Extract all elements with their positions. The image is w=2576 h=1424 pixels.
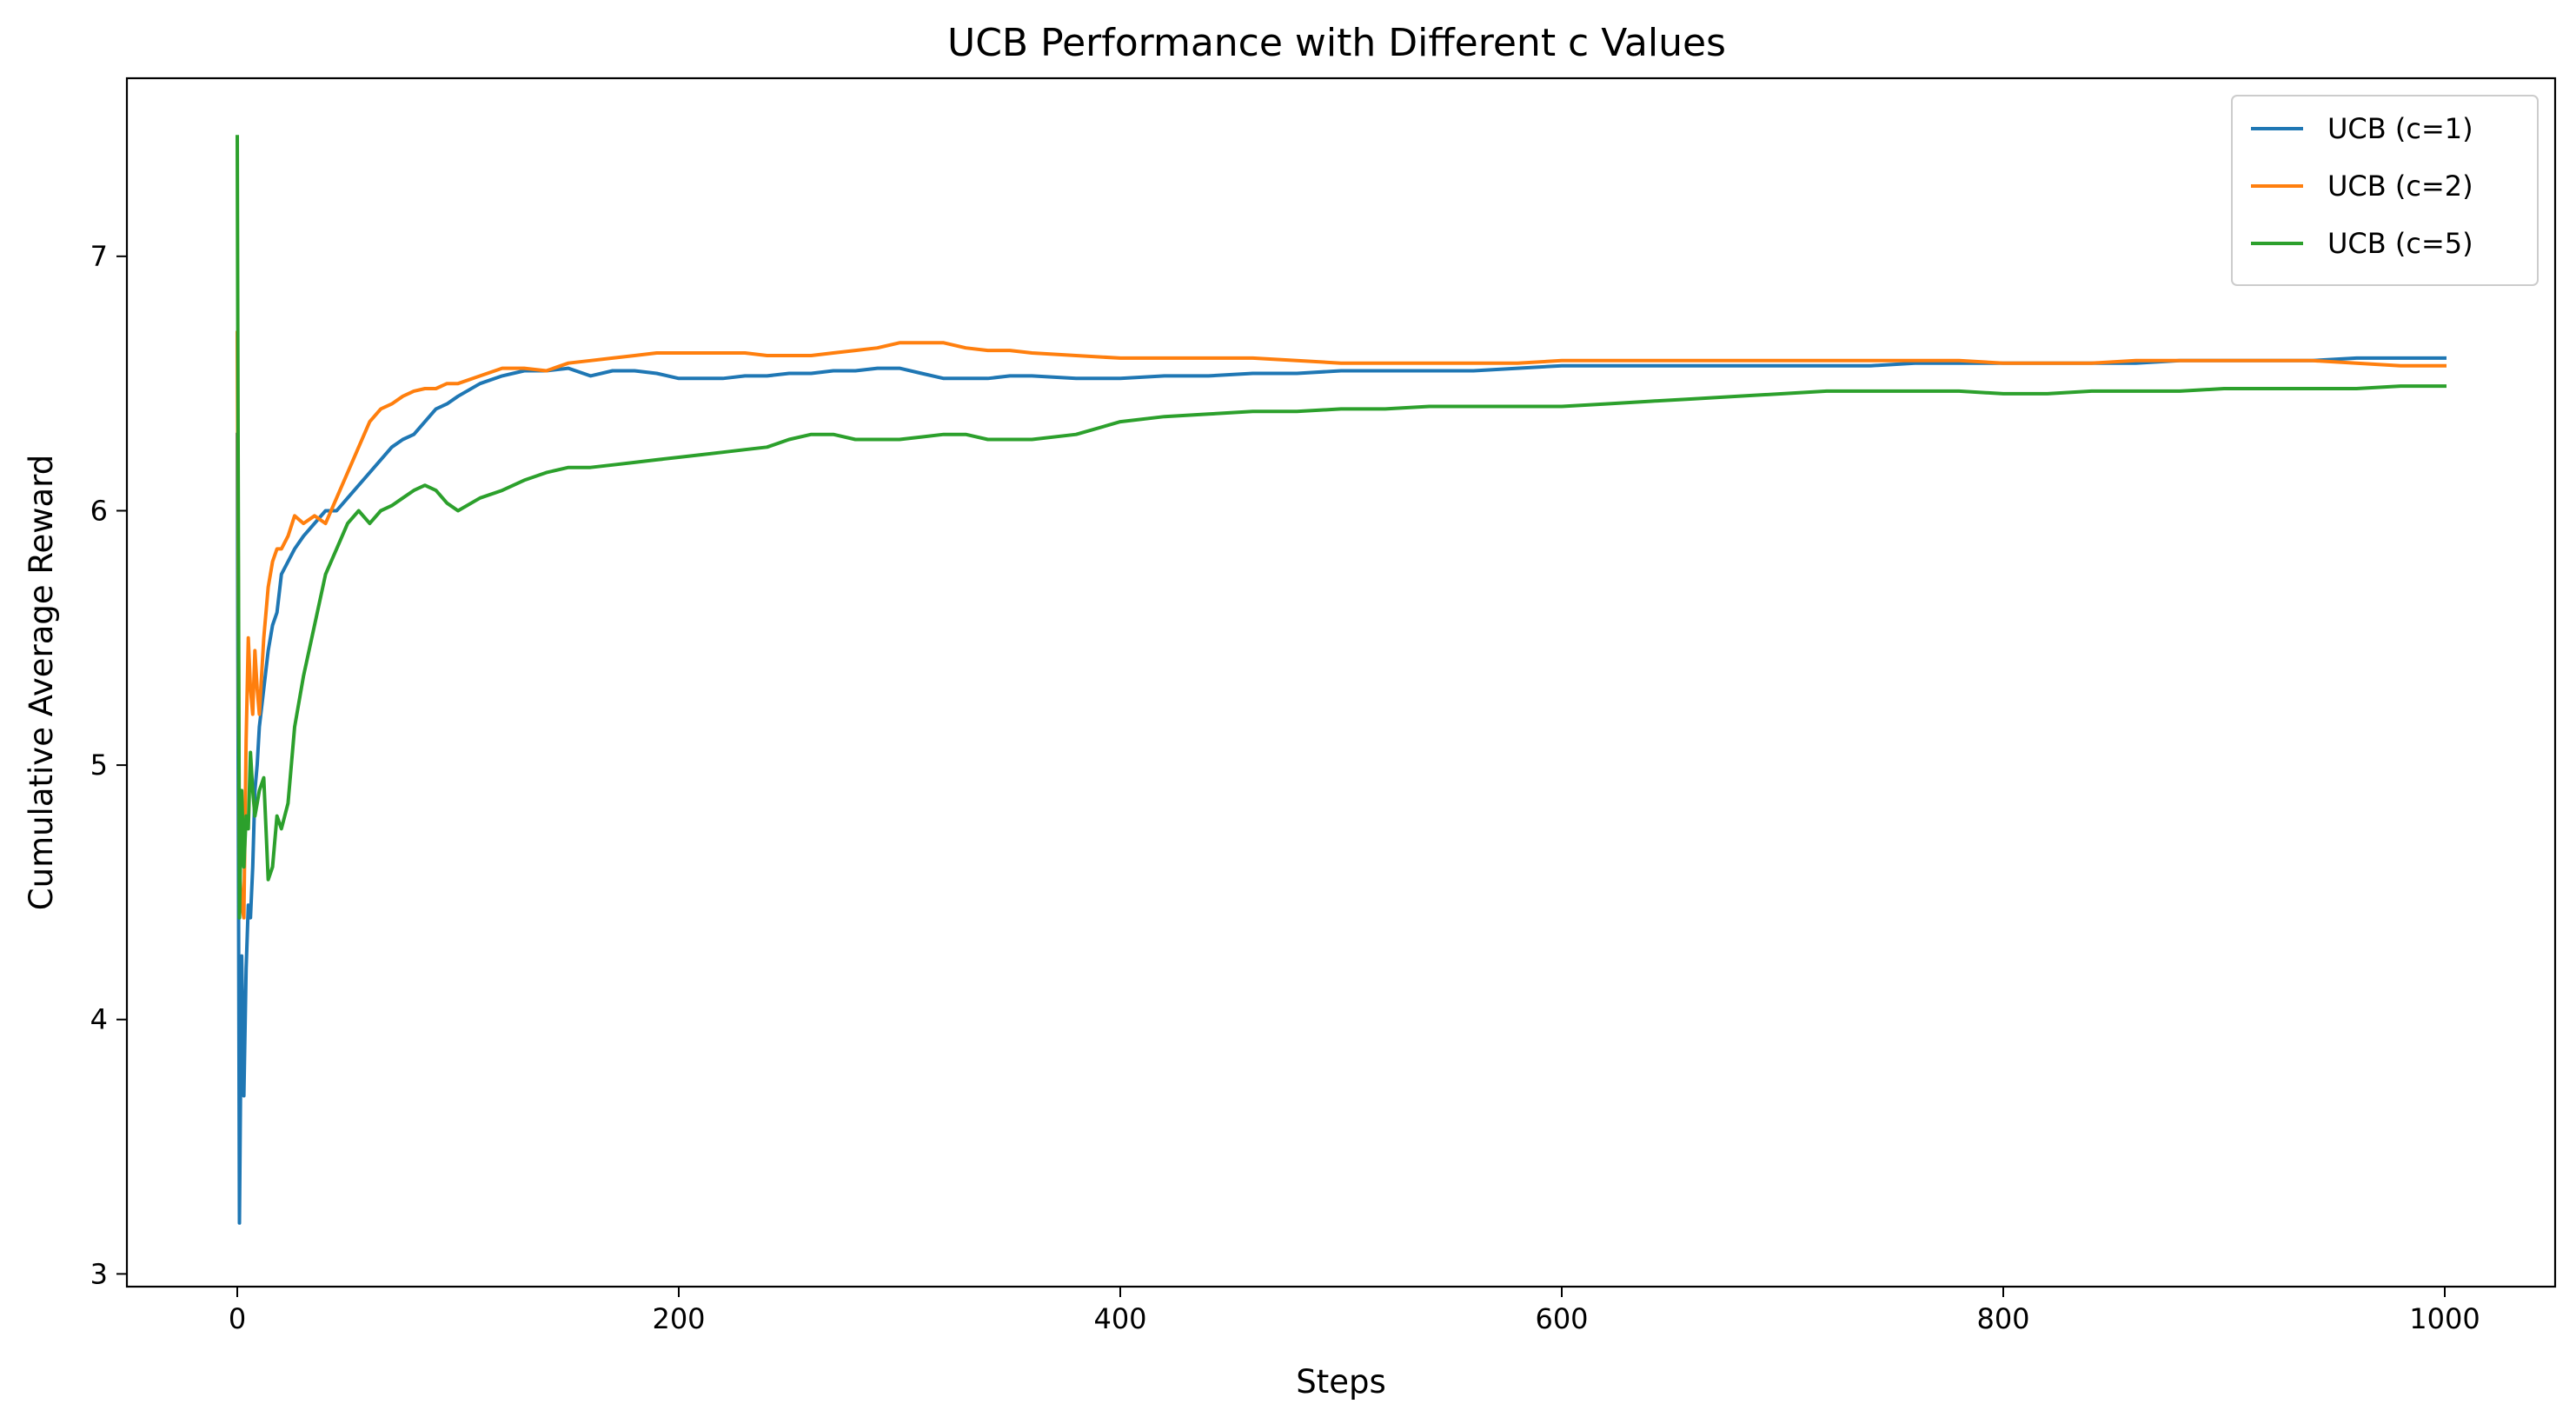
- series-line-c5: [235, 135, 2447, 920]
- x-tick-label: 600: [1535, 1302, 1588, 1335]
- x-tick-label: 800: [1976, 1302, 2029, 1335]
- legend-box: [2231, 95, 2539, 286]
- x-tick-label: 200: [652, 1302, 705, 1335]
- y-tick-label: 6: [90, 494, 108, 527]
- axes: [125, 77, 2557, 1288]
- x-tick-label: 400: [1093, 1302, 1146, 1335]
- legend-entry-label: UCB (c=1): [2327, 112, 2473, 145]
- y-tick-label: 5: [90, 749, 108, 782]
- x-tick-label: 0: [229, 1302, 246, 1335]
- y-tick-label: 7: [90, 240, 108, 273]
- plot-frame: [125, 77, 2557, 1288]
- legend-entry-label: UCB (c=5): [2327, 227, 2473, 260]
- chart-title: UCB Performance with Different c Values: [947, 21, 1726, 65]
- series-line-c1: [235, 356, 2447, 1225]
- plot-area: [235, 135, 2447, 1225]
- x-tick-label: 1000: [2409, 1302, 2480, 1335]
- y-axis-label: Cumulative Average Reward: [23, 455, 60, 910]
- legend-entry-label: UCB (c=2): [2327, 170, 2473, 203]
- legend: UCB (c=1) UCB (c=2) UCB (c=5): [2231, 95, 2539, 286]
- y-tick-label: 3: [90, 1257, 108, 1290]
- x-axis-label: Steps: [1296, 1363, 1386, 1401]
- y-tick-label: 4: [90, 1003, 108, 1036]
- x-axis-ticks: 0 200 400 600 800 1000: [229, 1287, 2480, 1335]
- y-axis-ticks: 3 4 5 6 7: [90, 240, 127, 1290]
- series-line-c2: [235, 330, 2447, 920]
